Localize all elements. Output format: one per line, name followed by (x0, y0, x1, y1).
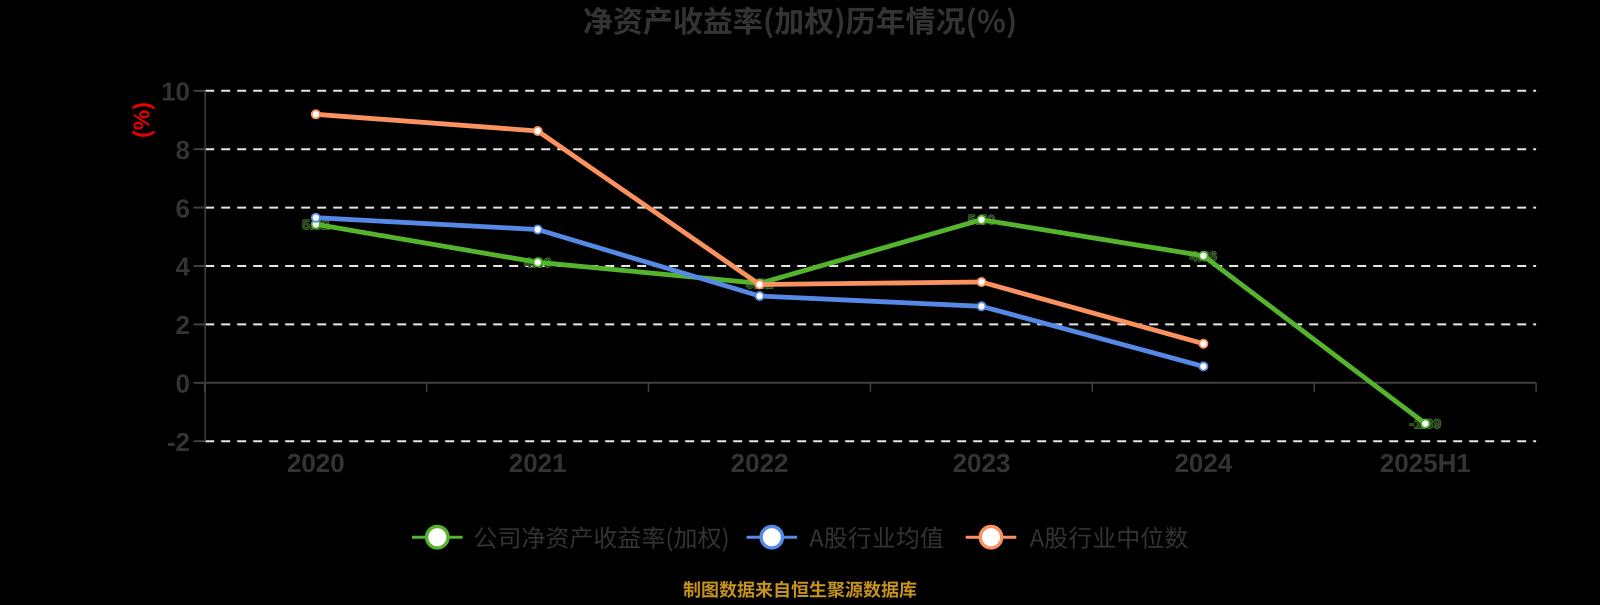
svg-text:2: 2 (176, 310, 190, 340)
svg-text:10: 10 (161, 77, 190, 107)
svg-text:2022: 2022 (731, 448, 789, 478)
svg-text:(%): (%) (129, 102, 155, 138)
svg-text:0: 0 (176, 369, 190, 399)
svg-text:8: 8 (176, 135, 190, 165)
svg-text:2023: 2023 (953, 448, 1011, 478)
svg-text:4: 4 (176, 252, 191, 282)
svg-text:-2: -2 (167, 427, 190, 457)
svg-text:2025H1: 2025H1 (1380, 448, 1471, 478)
svg-text:2024: 2024 (1174, 448, 1232, 478)
svg-text:6: 6 (176, 193, 190, 223)
svg-text:2021: 2021 (509, 448, 567, 478)
svg-text:2020: 2020 (287, 448, 345, 478)
